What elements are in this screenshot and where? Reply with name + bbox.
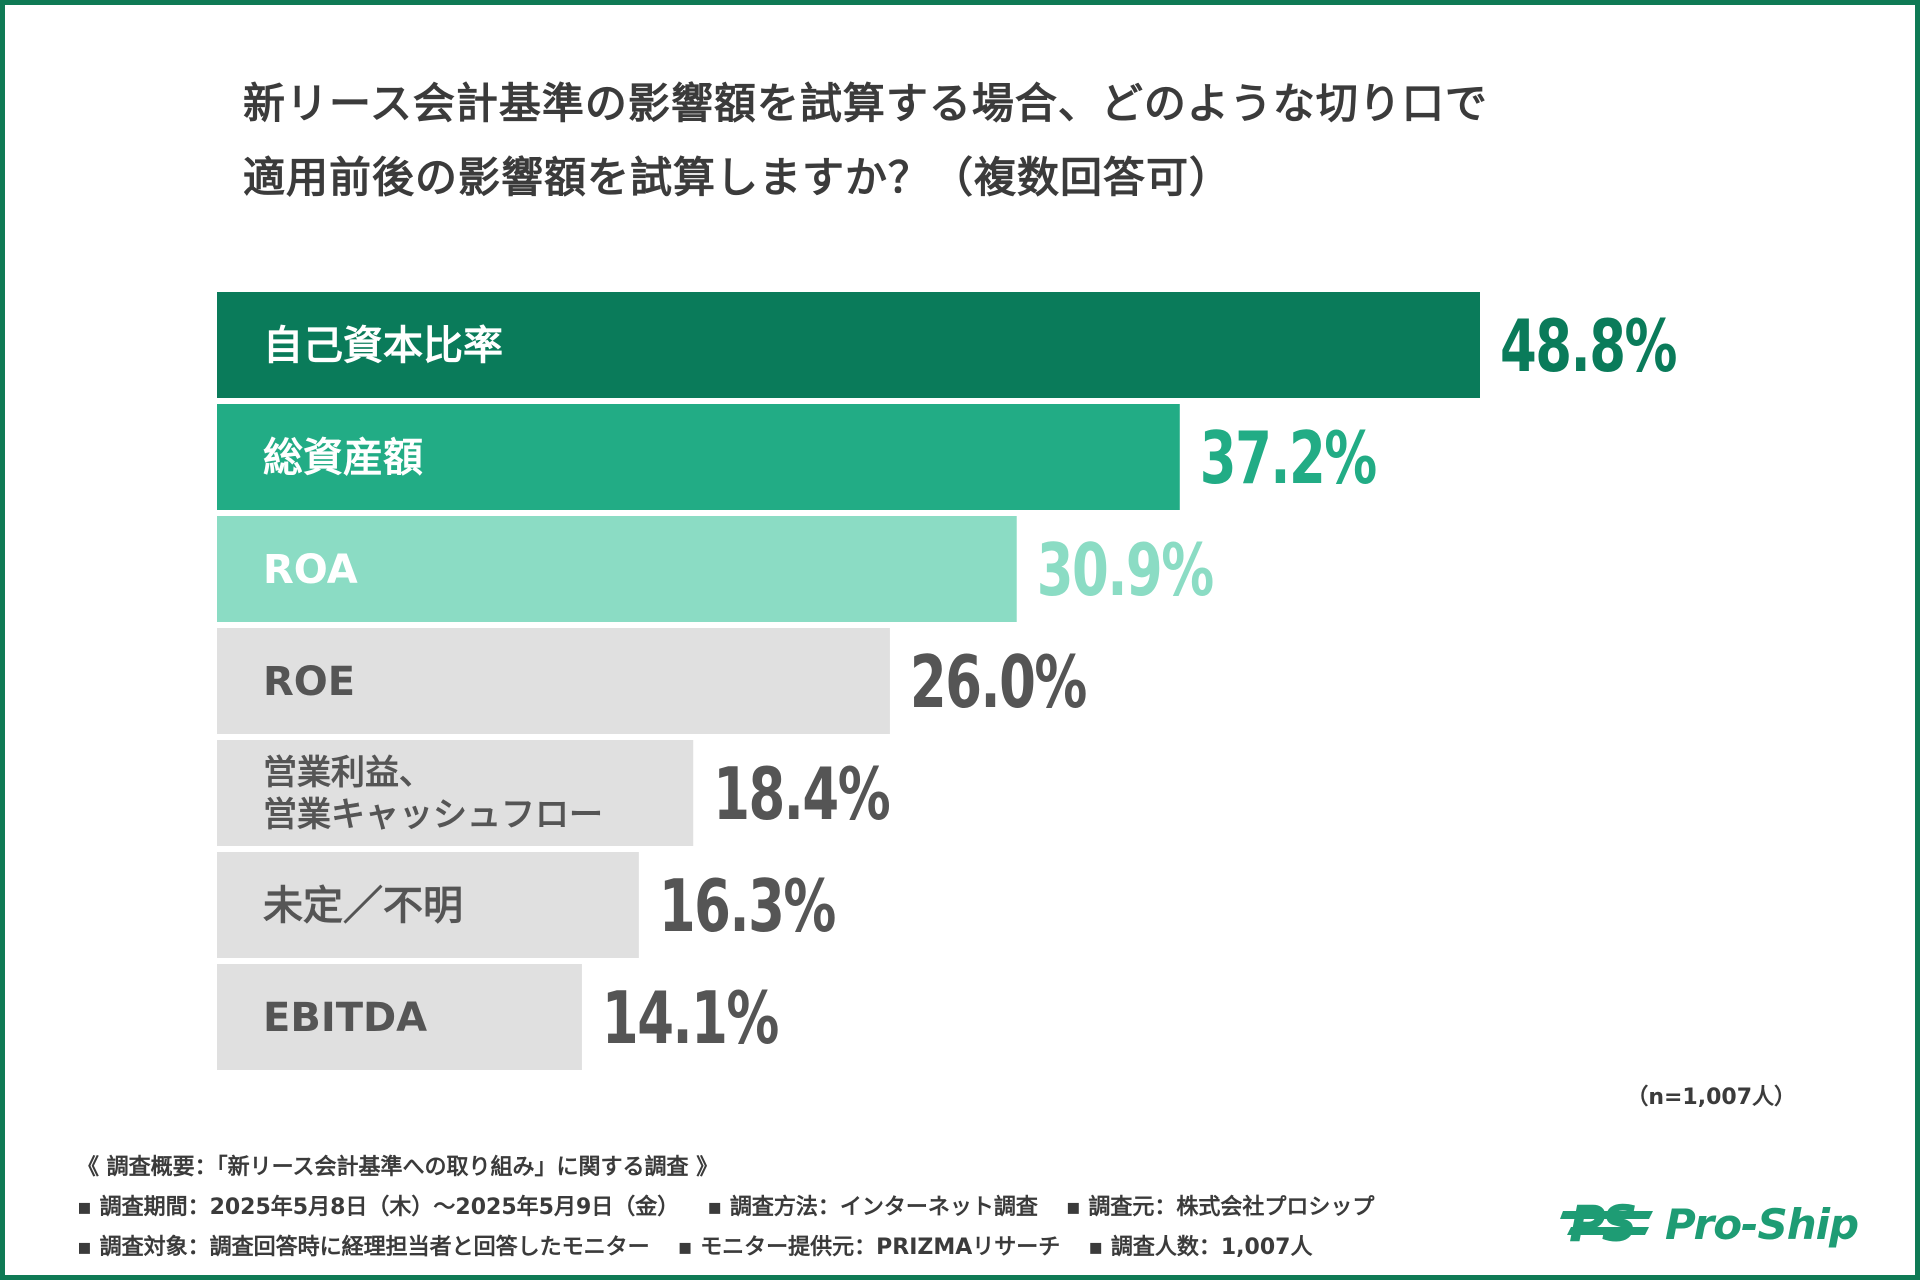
pro-ship-logo: PS Pro-Ship (1560, 1195, 1859, 1253)
bar-label-0: 自己資本比率 (263, 323, 503, 369)
pro-ship-logo-mark: PS (1560, 1195, 1653, 1253)
pro-ship-logo-text: Pro-Ship (1665, 1200, 1858, 1249)
survey-summary: 《 調査概要：「新リース会計基準への取り組み」に関する調査 》 ▪ 調査期間：2… (77, 1148, 1374, 1268)
bar-label-3: ROE (263, 659, 355, 705)
chart-title-line-1: 新リース会計基準の影響額を試算する場合、どのような切り口で (243, 79, 1488, 128)
chart-title: 新リース会計基準の影響額を試算する場合、どのような切り口で 適用前後の影響額を試… (243, 67, 1743, 215)
bar-5 (217, 852, 639, 958)
bar-2 (217, 516, 1017, 622)
survey-method: ▪ 調査方法：インターネット調査 (707, 1195, 1038, 1220)
svg-text:PS: PS (1569, 1195, 1636, 1253)
survey-source: ▪ 調査元：株式会社プロシップ (1065, 1195, 1375, 1220)
bar-label-1: 総資産額 (263, 435, 423, 481)
sample-size: （n=1,007人） (1626, 1085, 1796, 1110)
bar-4 (217, 740, 694, 846)
survey-summary-row-1: ▪ 調査期間：2025年5月8日（木）〜2025年5月9日（金） ▪ 調査方法：イ… (77, 1188, 1374, 1228)
bar-0 (217, 292, 1480, 398)
bar-6 (217, 964, 582, 1070)
survey-summary-heading: 《 調査概要：「新リース会計基準への取り組み」に関する調査 》 (77, 1155, 719, 1180)
survey-summary-row-2: ▪ 調査対象：調査回答時に経理担当者と回答したモニター ▪ モニター提供元：PRI… (77, 1228, 1374, 1268)
value-label-6: 14.1% (602, 976, 778, 1060)
survey-period: ▪ 調査期間：2025年5月8日（木）〜2025年5月9日（金） (77, 1195, 680, 1220)
bar-label-2: ROA (263, 547, 358, 593)
value-label-0: 48.8% (1500, 304, 1676, 388)
survey-target: ▪ 調査対象：調査回答時に経理担当者と回答したモニター (77, 1235, 650, 1260)
bar-1 (217, 404, 1180, 510)
value-label-2: 30.9% (1037, 528, 1213, 612)
survey-count: ▪ 調査人数：1,007人 (1088, 1235, 1313, 1260)
bar-3 (217, 628, 890, 734)
value-label-5: 16.3% (659, 864, 835, 948)
value-label-4: 18.4% (713, 752, 889, 836)
chart-title-line-2: 適用前後の影響額を試算しますか？（複数回答可） (243, 153, 1233, 202)
bar-label-4: 営業利益、営業キャッシュフロー (263, 753, 603, 835)
bar-label-6: EBITDA (263, 995, 427, 1041)
survey-provider: ▪ モニター提供元：PRIZMAリサーチ (677, 1235, 1061, 1260)
value-label-3: 26.0% (910, 640, 1086, 724)
value-label-1: 37.2% (1200, 416, 1376, 500)
bar-chart: 自己資本比率 48.8% 総資産額 37.2% ROA 30.9% ROE 26.0% 営業利益… (217, 292, 1678, 1070)
bar-label-5: 未定／不明 (263, 883, 463, 929)
